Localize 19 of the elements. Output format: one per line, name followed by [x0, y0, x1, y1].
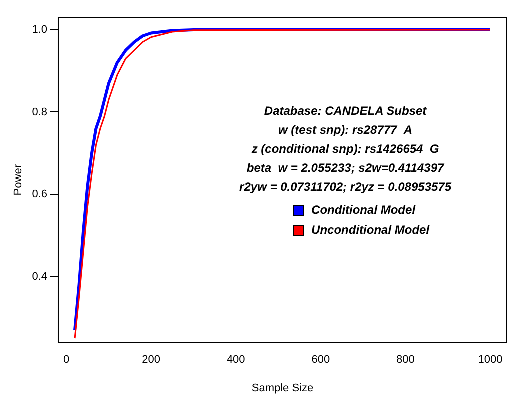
annotation: z (conditional snp): rs1426654_G	[250, 142, 440, 156]
y-tick-label: 0.8	[32, 106, 48, 118]
y-axis-title: Power	[12, 164, 25, 196]
legend-label: Conditional Model	[312, 203, 416, 218]
x-tick-label: 0	[63, 354, 70, 366]
x-tick-label: 400	[226, 354, 246, 366]
x-axis-title: Sample Size	[252, 382, 314, 394]
x-tick-label: 200	[142, 354, 161, 366]
annotation: w (test snp): rs28777_A	[278, 123, 413, 138]
y-tick-label: 0.6	[32, 188, 48, 201]
annotation: r2yw = 0.07311702; r2yz = 0.08953575	[240, 180, 452, 194]
y-tick-label: 1.0	[32, 24, 48, 36]
x-tick-label: 1000	[478, 354, 503, 366]
x-tick-label: 600	[312, 354, 330, 366]
x-tick-label: 800	[396, 354, 415, 366]
annotation: beta_w = 2.055233; s2w=0.4114397	[246, 161, 446, 176]
annotation: Database: CANDELA Subset	[264, 104, 428, 118]
legend-label: Unconditional Model	[312, 223, 430, 238]
y-tick-label: 0.4	[32, 270, 48, 283]
